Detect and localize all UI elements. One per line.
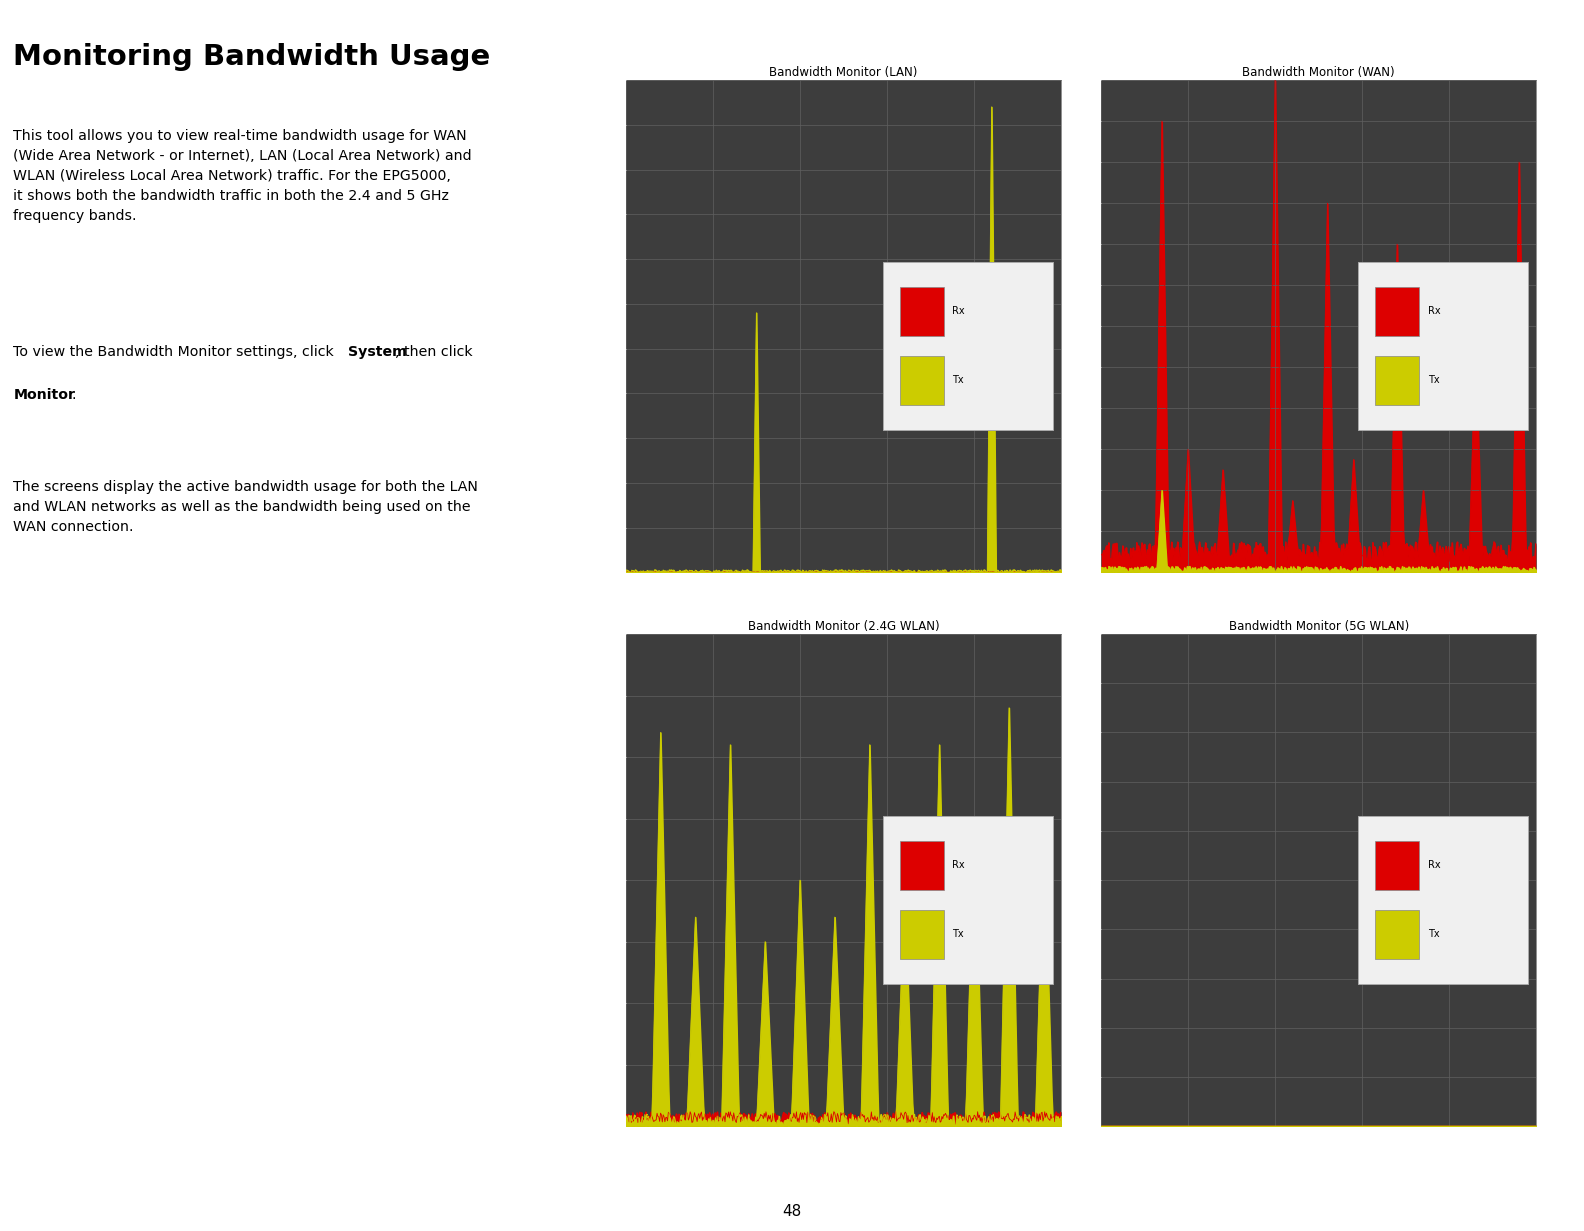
FancyBboxPatch shape bbox=[900, 910, 944, 959]
X-axis label: Seconds: Seconds bbox=[1297, 592, 1340, 602]
Text: System: System bbox=[347, 345, 407, 358]
Text: This tool allows you to view real-time bandwidth usage for WAN
(Wide Area Networ: This tool allows you to view real-time b… bbox=[13, 129, 472, 224]
Text: Monitoring Bandwidth Usage: Monitoring Bandwidth Usage bbox=[13, 43, 491, 71]
FancyBboxPatch shape bbox=[882, 262, 1053, 430]
Text: Rx: Rx bbox=[1427, 307, 1440, 316]
Text: Tx: Tx bbox=[1427, 929, 1440, 939]
Title: Bandwidth Monitor (WAN): Bandwidth Monitor (WAN) bbox=[1242, 65, 1396, 79]
X-axis label: Seconds: Seconds bbox=[1297, 1146, 1340, 1156]
FancyBboxPatch shape bbox=[1357, 262, 1529, 430]
Text: Rx: Rx bbox=[952, 860, 965, 870]
FancyBboxPatch shape bbox=[882, 816, 1053, 984]
Text: , then click: , then click bbox=[394, 345, 472, 358]
Text: Tx: Tx bbox=[952, 375, 965, 385]
FancyBboxPatch shape bbox=[900, 287, 944, 336]
X-axis label: Seconds: Seconds bbox=[822, 592, 865, 602]
FancyBboxPatch shape bbox=[1375, 287, 1419, 336]
Text: To view the Bandwidth Monitor settings, click: To view the Bandwidth Monitor settings, … bbox=[13, 345, 339, 358]
Text: The screens display the active bandwidth usage for both the LAN
and WLAN network: The screens display the active bandwidth… bbox=[13, 480, 478, 534]
Text: 48: 48 bbox=[782, 1204, 802, 1219]
Text: Rx: Rx bbox=[1427, 860, 1440, 870]
FancyBboxPatch shape bbox=[1357, 816, 1529, 984]
Text: Tx: Tx bbox=[1427, 375, 1440, 385]
FancyBboxPatch shape bbox=[900, 841, 944, 890]
FancyBboxPatch shape bbox=[900, 356, 944, 405]
Text: Rx: Rx bbox=[952, 307, 965, 316]
FancyBboxPatch shape bbox=[1375, 910, 1419, 959]
Title: Bandwidth Monitor (5G WLAN): Bandwidth Monitor (5G WLAN) bbox=[1229, 619, 1408, 633]
Title: Bandwidth Monitor (2.4G WLAN): Bandwidth Monitor (2.4G WLAN) bbox=[748, 619, 939, 633]
Text: Monitor: Monitor bbox=[13, 388, 76, 401]
Title: Bandwidth Monitor (LAN): Bandwidth Monitor (LAN) bbox=[770, 65, 917, 79]
FancyBboxPatch shape bbox=[1375, 841, 1419, 890]
Text: Tx: Tx bbox=[952, 929, 965, 939]
Text: .: . bbox=[71, 388, 76, 401]
FancyBboxPatch shape bbox=[1375, 356, 1419, 405]
X-axis label: Seconds: Seconds bbox=[822, 1146, 865, 1156]
